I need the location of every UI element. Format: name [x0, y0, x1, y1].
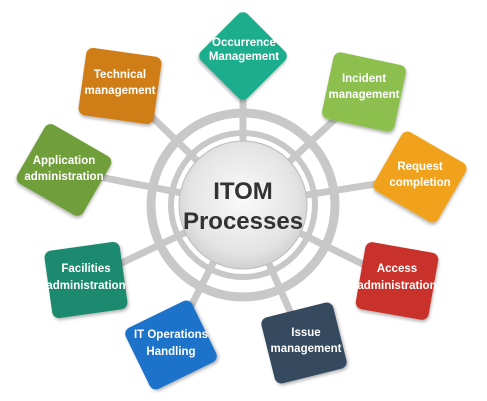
center-title-line1: ITOM [213, 178, 273, 205]
node-facilities-shape [44, 241, 128, 319]
node-application: Application administration [16, 124, 112, 216]
inner-ring [168, 130, 318, 280]
node-incident-label-line1: Incident [342, 73, 386, 85]
node-issue-label-line1: Issue [291, 327, 320, 339]
node-issue-shape [261, 302, 347, 384]
node-itops-label-line2: Handling [146, 346, 195, 358]
node-facilities-label-line1: Facilities [61, 263, 110, 275]
node-issue-label-line2: management [271, 343, 342, 355]
node-occurrence-label-line2: Management [209, 51, 279, 63]
node-itops-label-line1: IT Operations [134, 329, 208, 341]
outer-ring [146, 108, 340, 302]
node-access-label-line1: Access [377, 263, 417, 275]
node-issue: Issue management [261, 302, 347, 384]
node-access-shape [355, 242, 439, 320]
process-nodes: Occurrence Management Incident management Re… [16, 12, 467, 390]
center-circle [178, 140, 308, 270]
node-technical-shape [78, 47, 162, 125]
node-application-label-line2: administration [24, 171, 103, 183]
node-request: Request completion [373, 131, 467, 223]
node-application-shape [16, 124, 112, 216]
node-occurrence: Occurrence Management [199, 12, 287, 100]
node-incident-label-line2: management [329, 89, 400, 101]
node-technical: Technical management [78, 47, 162, 125]
node-facilities-label-line2: administration [46, 280, 125, 292]
node-technical-label-line2: management [85, 85, 156, 97]
node-request-label-line1: Request [397, 161, 443, 173]
node-itops: IT Operations Handling [125, 300, 217, 390]
node-incident-shape [322, 52, 406, 132]
node-request-label-line2: completion [389, 177, 450, 189]
node-itops-shape [125, 300, 217, 390]
node-application-label-line1: Application [33, 155, 96, 167]
node-technical-label-line1: Technical [94, 69, 146, 81]
node-incident: Incident management [322, 52, 406, 132]
node-occurrence-label-line1: Occurrence [212, 37, 276, 49]
node-access: Access administration [355, 242, 439, 320]
node-facilities: Facilities administration [44, 241, 128, 319]
node-access-label-line2: administration [357, 280, 436, 292]
node-request-shape [373, 131, 467, 223]
center-title-line2: Processes [183, 208, 303, 235]
node-occurrence-shape [199, 12, 287, 100]
